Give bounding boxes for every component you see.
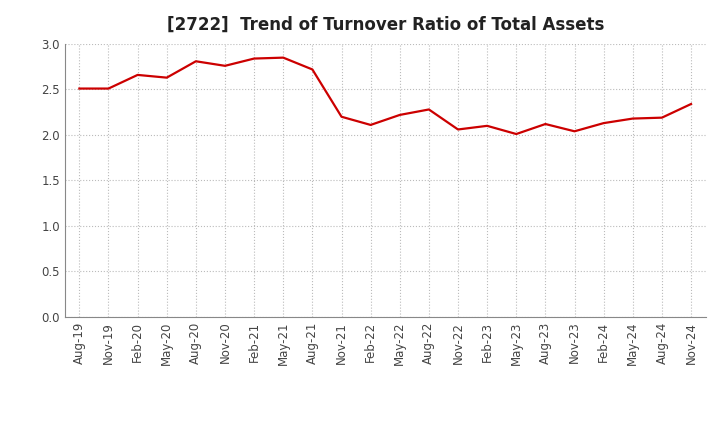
Title: [2722]  Trend of Turnover Ratio of Total Assets: [2722] Trend of Turnover Ratio of Total …: [166, 16, 604, 34]
